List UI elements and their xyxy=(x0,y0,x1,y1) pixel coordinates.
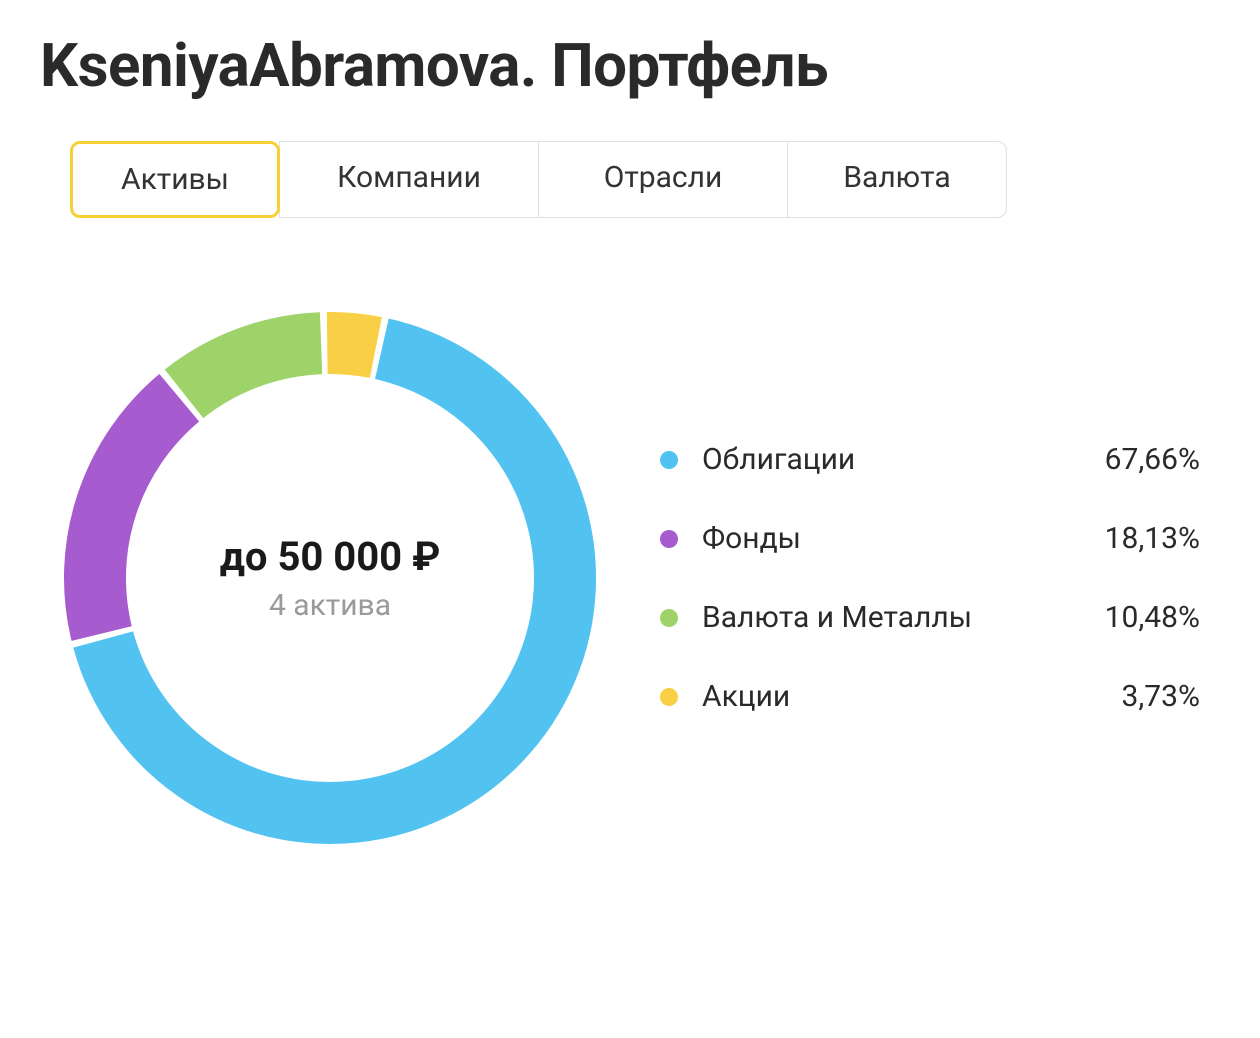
legend-dot-icon xyxy=(660,451,678,469)
legend: Облигации67,66% Фонды18,13% Валюта и Метал… xyxy=(660,442,1220,714)
legend-row-0: Облигации67,66% xyxy=(660,442,1200,477)
tab-1[interactable]: Компании xyxy=(279,141,539,218)
legend-dot-icon xyxy=(660,530,678,548)
legend-label: Фонды xyxy=(702,521,1105,556)
legend-value: 10,48% xyxy=(1105,600,1200,635)
content-row: до 50 000 ₽ 4 актива Облигации67,66% Фонд… xyxy=(40,308,1220,848)
tabs-row: АктивыКомпанииОтраслиВалюта xyxy=(70,141,1220,218)
legend-dot-icon xyxy=(660,688,678,706)
legend-value: 67,66% xyxy=(1105,442,1200,477)
legend-value: 18,13% xyxy=(1105,521,1200,556)
tab-3[interactable]: Валюта xyxy=(787,141,1007,218)
donut-chart: до 50 000 ₽ 4 актива xyxy=(60,308,600,848)
page-title: KseniyaAbramova. Портфель xyxy=(40,30,1220,101)
legend-row-2: Валюта и Металлы10,48% xyxy=(660,600,1200,635)
legend-label: Валюта и Металлы xyxy=(702,600,1105,635)
donut-segment-2 xyxy=(184,343,321,394)
legend-label: Облигации xyxy=(702,442,1105,477)
donut-center-main: до 50 000 ₽ xyxy=(170,533,490,580)
legend-row-1: Фонды18,13% xyxy=(660,521,1200,556)
legend-dot-icon xyxy=(660,609,678,627)
legend-value: 3,73% xyxy=(1122,679,1200,714)
donut-center: до 50 000 ₽ 4 актива xyxy=(170,533,490,623)
donut-segment-3 xyxy=(327,343,376,348)
legend-row-3: Акции3,73% xyxy=(660,679,1200,714)
donut-segment-1 xyxy=(95,398,179,634)
donut-center-sub: 4 актива xyxy=(170,588,490,623)
tab-2[interactable]: Отрасли xyxy=(538,141,788,218)
legend-label: Акции xyxy=(702,679,1122,714)
tab-0[interactable]: Активы xyxy=(70,141,280,218)
